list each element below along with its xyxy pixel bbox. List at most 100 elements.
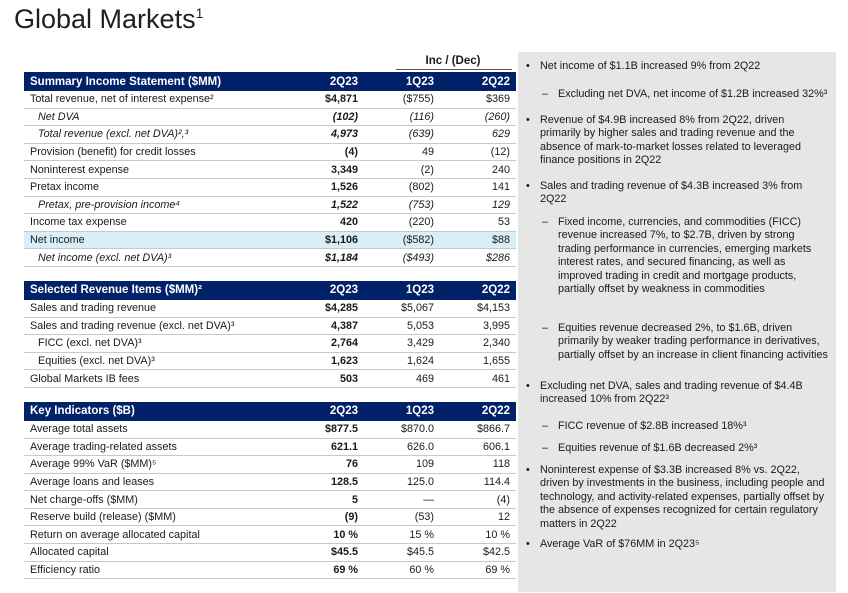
cell-2q22: (260): [440, 108, 516, 127]
cell-2q23: 1,522: [284, 196, 364, 215]
cell-2q23: $4,871: [284, 91, 364, 109]
table-body: Total revenue, net of interest expense² $…: [24, 91, 516, 267]
cell-2q23: 1,526: [284, 178, 364, 197]
cell-2q23: 69 %: [284, 561, 364, 580]
selected-revenue-table: Selected Revenue Items ($MM)² 2Q23 1Q23 …: [24, 280, 516, 388]
cell-2q22: $369: [440, 91, 516, 109]
cell-2q23: $1,184: [284, 248, 364, 267]
cell-2q22: 141: [440, 178, 516, 197]
row-label: Sales and trading revenue: [24, 299, 284, 318]
column-header-2q22: 2Q22: [440, 401, 516, 421]
cell-2q22: 118: [440, 455, 516, 474]
table-row: Sales and trading revenue $4,285 $5,067 $4,…: [24, 299, 516, 318]
cell-1q23: $45.5: [364, 543, 440, 562]
cell-2q22: $4,153: [440, 299, 516, 318]
column-header-2q22: 2Q22: [440, 280, 516, 300]
row-label: Pretax income: [24, 178, 284, 197]
table-row: Net income $1,106 ($582) $88: [24, 231, 516, 250]
cell-2q22: 606.1: [440, 438, 516, 457]
cell-1q23: (53): [364, 508, 440, 527]
cell-1q23: 5,053: [364, 317, 440, 336]
cell-2q22: 3,995: [440, 317, 516, 336]
commentary-text: Revenue of $4.9B increased 8% from 2Q22,…: [540, 114, 802, 167]
table-row: Provision (benefit) for credit losses (4)…: [24, 143, 516, 162]
row-label: Net income (excl. net DVA)³: [24, 248, 284, 267]
cell-2q22: 53: [440, 213, 516, 232]
column-header-2q23: 2Q23: [284, 280, 364, 300]
cell-1q23: 109: [364, 455, 440, 474]
commentary-bullet: • Revenue of $4.9B increased 8% from 2Q22…: [526, 114, 826, 168]
commentary-sub-bullet: – Equities revenue of $1.6B decreased 2%³: [542, 442, 828, 455]
cell-2q22: 114.4: [440, 473, 516, 492]
table-row: Allocated capital $45.5 $45.5 $42.5: [24, 543, 516, 562]
cell-2q23: 420: [284, 213, 364, 232]
table-header-label: Summary Income Statement ($MM): [24, 72, 284, 91]
cell-2q22: 629: [440, 125, 516, 144]
page-title: Global Markets1: [14, 4, 203, 35]
cell-2q23: 2,764: [284, 334, 364, 353]
dash-icon: –: [542, 88, 549, 100]
cell-2q23: 5: [284, 490, 364, 509]
row-label: Sales and trading revenue (excl. net DVA…: [24, 317, 284, 336]
row-label: Global Markets IB fees: [24, 369, 284, 388]
table-header-row: Summary Income Statement ($MM) 2Q23 1Q23…: [24, 72, 516, 91]
cell-2q23: (102): [284, 108, 364, 127]
table-row: Noninterest expense 3,349 (2) 240: [24, 160, 516, 179]
row-label: Equities (excl. net DVA)³: [24, 352, 284, 371]
cell-1q23: (220): [364, 213, 440, 232]
commentary-sub-bullet: – Excluding net DVA, net income of $1.2B …: [542, 88, 828, 101]
commentary-text: Excluding net DVA, sales and trading rev…: [540, 380, 803, 406]
table-row: Average 99% VaR ($MM)⁵ 76 109 118: [24, 455, 516, 474]
commentary-text: Fixed income, currencies, and commoditie…: [558, 216, 812, 296]
table-header-row: Key Indicators ($B) 2Q23 1Q23 2Q22: [24, 401, 516, 421]
inc-dec-underline: [396, 69, 512, 70]
cell-1q23: 3,429: [364, 334, 440, 353]
cell-2q23: $45.5: [284, 543, 364, 562]
table-row: Average loans and leases 128.5 125.0 114.4: [24, 473, 516, 492]
row-label: FICC (excl. net DVA)³: [24, 334, 284, 353]
commentary-text: Net income of $1.1B increased 9% from 2Q…: [540, 60, 761, 72]
bullet-icon: •: [526, 464, 530, 476]
cell-1q23: 49: [364, 143, 440, 162]
cell-1q23: $5,067: [364, 299, 440, 318]
commentary-bullet: • Noninterest expense of $3.3B increased …: [526, 464, 826, 531]
cell-2q22: 461: [440, 369, 516, 388]
cell-2q22: $286: [440, 248, 516, 267]
cell-1q23: —: [364, 490, 440, 509]
column-header-2q22: 2Q22: [440, 72, 516, 91]
cell-2q23: 10 %: [284, 525, 364, 545]
row-label: Average 99% VaR ($MM)⁵: [24, 455, 284, 474]
bullet-icon: •: [526, 380, 530, 392]
dash-icon: –: [542, 442, 549, 454]
table-row: Efficiency ratio 69 % 60 % 69 %: [24, 561, 516, 580]
row-label: Net DVA: [24, 108, 284, 127]
row-label: Reserve build (release) ($MM): [24, 508, 284, 527]
cell-2q23: 1,623: [284, 352, 364, 371]
table-row: FICC (excl. net DVA)³ 2,764 3,429 2,340: [24, 334, 516, 353]
commentary-sub-bullet: – Equities revenue decreased 2%, to $1.6B…: [542, 322, 828, 362]
cell-2q22: 129: [440, 196, 516, 215]
page-title-footnote: 1: [195, 5, 204, 21]
cell-2q22: 69 %: [440, 561, 516, 580]
cell-2q23: 128.5: [284, 473, 364, 492]
row-label: Return on average allocated capital: [24, 525, 284, 545]
table-row: Sales and trading revenue (excl. net DVA…: [24, 317, 516, 336]
dash-icon: –: [542, 322, 549, 334]
table-header-label: Key Indicators ($B): [24, 401, 284, 421]
commentary-bullet: • Average VaR of $76MM in 2Q23⁵: [526, 538, 826, 551]
column-header-1q23: 1Q23: [364, 280, 440, 300]
commentary-bullet: • Sales and trading revenue of $4.3B incr…: [526, 180, 826, 207]
cell-2q23: $4,285: [284, 299, 364, 318]
column-header-2q23: 2Q23: [284, 401, 364, 421]
key-indicators-table: Key Indicators ($B) 2Q23 1Q23 2Q22 Avera…: [24, 401, 516, 580]
row-label: Total revenue (excl. net DVA)²,³: [24, 125, 284, 144]
cell-1q23: (639): [364, 125, 440, 144]
cell-2q22: (12): [440, 143, 516, 162]
cell-1q23: 626.0: [364, 438, 440, 457]
dash-icon: –: [542, 420, 549, 432]
row-label: Average trading-related assets: [24, 438, 284, 457]
cell-2q22: $866.7: [440, 420, 516, 439]
table-row: Average trading-related assets 621.1 626.0…: [24, 438, 516, 457]
row-label: Income tax expense: [24, 213, 284, 232]
cell-1q23: 15 %: [364, 525, 440, 545]
